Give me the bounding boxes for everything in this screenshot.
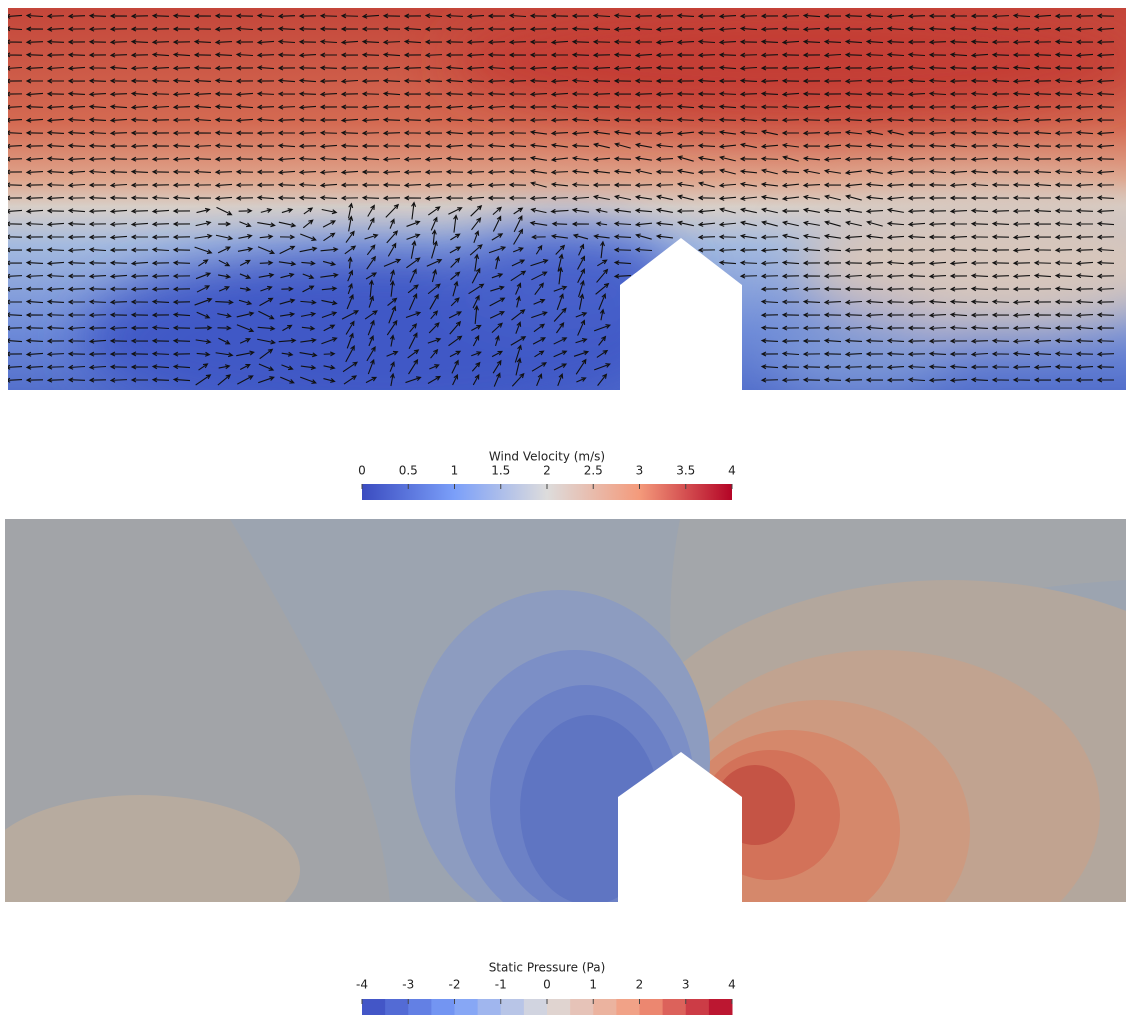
tick-label: 0 bbox=[543, 978, 551, 992]
colorbar-band bbox=[593, 999, 617, 1015]
tick-label: 4 bbox=[728, 464, 736, 478]
tick-label: -2 bbox=[449, 978, 461, 992]
colorbar-band bbox=[455, 999, 479, 1015]
tick-label: -4 bbox=[356, 978, 368, 992]
pressure-field bbox=[0, 519, 1126, 980]
figure: Wind Velocity (m/s) 0 0.5 1 1.5 2 2.5 3 3.5 4 St… bbox=[0, 0, 1126, 1015]
tick-label: 2 bbox=[636, 978, 644, 992]
tick-label: -3 bbox=[402, 978, 414, 992]
tick-label: 0.5 bbox=[399, 464, 418, 478]
colorbar-band bbox=[524, 999, 548, 1015]
colorbar-band bbox=[663, 999, 687, 1015]
colorbar-band bbox=[431, 999, 455, 1015]
tick-label: 1.5 bbox=[491, 464, 510, 478]
tick-label: 3.5 bbox=[676, 464, 695, 478]
colorbar-title: Wind Velocity (m/s) bbox=[489, 450, 605, 464]
tick-label: 1 bbox=[589, 978, 597, 992]
colorbar-band bbox=[501, 999, 525, 1015]
colorbar-band bbox=[478, 999, 502, 1015]
velocity-field bbox=[6, 0, 1126, 430]
colorbar-band bbox=[640, 999, 664, 1015]
colorbar-band bbox=[362, 999, 386, 1015]
colorbar-band bbox=[616, 999, 640, 1015]
tick-label: -1 bbox=[495, 978, 507, 992]
colorbar-band bbox=[570, 999, 594, 1015]
colorbar-band bbox=[709, 999, 733, 1015]
tick-label: 3 bbox=[636, 464, 644, 478]
colorbar-band bbox=[385, 999, 409, 1015]
colorbar-band bbox=[408, 999, 432, 1015]
tick-label: 4 bbox=[728, 978, 736, 992]
colorbar-title: Static Pressure (Pa) bbox=[489, 961, 606, 975]
colorbar-band bbox=[547, 999, 571, 1015]
pressure-colorbar: Static Pressure (Pa) -4 -3 -2 -1 0 1 2 3 4 bbox=[356, 961, 736, 1015]
tick-label: 2 bbox=[543, 464, 551, 478]
velocity-colorbar: Wind Velocity (m/s) 0 0.5 1 1.5 2 2.5 3 3.5 4 bbox=[358, 450, 736, 501]
tick-label: 3 bbox=[682, 978, 690, 992]
tick-label: 2.5 bbox=[584, 464, 603, 478]
tick-label: 0 bbox=[358, 464, 366, 478]
tick-label: 1 bbox=[451, 464, 459, 478]
colorbar-band bbox=[686, 999, 710, 1015]
